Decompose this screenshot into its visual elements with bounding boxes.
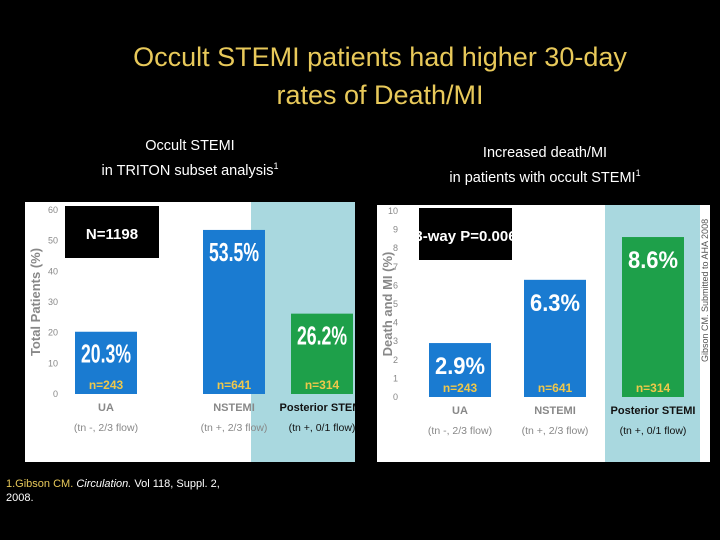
bar-value-label: 8.6% <box>628 247 678 274</box>
category-label: Posterior STEMI <box>611 405 696 417</box>
y-tick-label: 30 <box>48 297 58 307</box>
bar-n-label: n=243 <box>89 378 124 392</box>
left-subtitle-line1: Occult STEMI <box>145 138 235 154</box>
category-label: UA <box>98 402 114 414</box>
left-bar-chart: Total Patients (%) 0 10 20 30 40 50 60 20.3% n=24… <box>28 202 355 462</box>
right-bar-chart: Death and MI (%) 0 1 2 3 4 5 6 7 8 9 10 2.9%n=243 UA (… <box>380 205 700 462</box>
y-axis-label: Total Patients (%) <box>28 248 43 356</box>
y-tick-label: 10 <box>48 358 58 368</box>
bar-value-label: 2.9% <box>435 353 485 380</box>
y-tick-label: 3 <box>393 336 398 346</box>
y-tick-label: 0 <box>53 389 58 399</box>
right-subtitle-line2: in patients with occult STEMI <box>449 169 636 186</box>
bar <box>203 229 265 394</box>
footnote-details: Vol 118, Suppl. 2, 2008. <box>6 478 220 504</box>
category-sublabel: (tn +, 0/1 flow) <box>620 425 687 437</box>
category-sublabel: (tn -, 2/3 flow) <box>428 425 492 437</box>
category-label: UA <box>452 405 468 417</box>
side-submission-note: Gibson CM. Submitted to AHA 2008 <box>700 218 710 362</box>
right-chart-panel: Death and MI (%) 0 1 2 3 4 5 6 7 8 9 10 2.9% n=243 UA (… <box>377 205 710 462</box>
category-sublabel: (tn +, 0/1 flow) <box>289 422 355 434</box>
category-label: NSTEMI <box>213 402 255 414</box>
bar-n-label: n=243 <box>443 381 478 395</box>
y-tick-label: 6 <box>393 280 398 290</box>
slide-title-line2: rates of Death/MI <box>276 80 484 110</box>
category-label: Posterior STEMI <box>280 402 355 414</box>
left-subtitle-footnote-ref: 1 <box>273 161 279 171</box>
y-tick-label: 5 <box>393 299 398 309</box>
slide-title: Occult STEMI patients had higher 30-day … <box>40 38 720 114</box>
footnote-author: 1.Gibson CM. <box>6 478 74 490</box>
y-tick-label: 2 <box>393 355 398 365</box>
annotation-box <box>65 206 159 258</box>
bar-value-label: 53.5% <box>209 237 259 267</box>
y-tick-label: 9 <box>393 225 398 235</box>
y-tick-label: 20 <box>48 328 58 338</box>
bar <box>429 343 491 397</box>
bar-value-label: 26.2% <box>297 321 347 351</box>
left-chart-subtitle: Occult STEMI in TRITON subset analysis1 <box>40 136 340 181</box>
y-tick-label: 60 <box>48 205 58 215</box>
bar-n-label: n=314 <box>636 381 671 395</box>
bar-n-label: n=641 <box>217 378 252 392</box>
y-tick-label: 7 <box>393 262 398 272</box>
bar-n-label: n=641 <box>538 381 573 395</box>
right-subtitle-line1: Increased death/MI <box>482 145 608 161</box>
annotation-box-label: N=1198 <box>86 226 138 243</box>
category-sublabel: (tn +, 2/3 flow) <box>522 425 589 437</box>
bar-value-label: 20.3% <box>81 339 131 369</box>
bar <box>622 237 684 397</box>
bar-n-label: n=314 <box>305 378 340 392</box>
left-chart-panel: Total Patients (%) 0 10 20 30 40 50 60 20.3% n=24… <box>25 202 355 462</box>
y-tick-label: 50 <box>48 236 58 246</box>
footnote-journal: Circulation. <box>76 478 132 490</box>
right-subtitle-footnote-ref: 1 <box>635 168 641 178</box>
citation-footnote: 1.Gibson CM. Circulation. Vol 118, Suppl… <box>6 477 246 505</box>
left-subtitle-line2: in TRITON subset analysis <box>101 162 274 179</box>
y-tick-label: 8 <box>393 243 398 253</box>
annotation-box <box>419 208 512 260</box>
y-tick-label: 4 <box>393 318 398 328</box>
category-sublabel: (tn -, 2/3 flow) <box>74 422 138 434</box>
right-chart-subtitle: Increased death/MI in patients with occu… <box>395 143 695 188</box>
slide-title-line1: Occult STEMI patients had higher 30-day <box>133 42 627 72</box>
y-tick-label: 1 <box>393 373 398 383</box>
y-tick-label: 10 <box>388 206 398 216</box>
category-label: NSTEMI <box>534 405 576 417</box>
bar-value-label: 6.3% <box>530 290 580 317</box>
y-tick-label: 0 <box>393 392 398 402</box>
bar <box>524 279 586 397</box>
bar <box>291 313 353 394</box>
annotation-box-label: 3-way P=0.006 <box>414 228 516 245</box>
bar <box>75 331 137 394</box>
y-axis-label: Death and MI (%) <box>380 252 395 357</box>
category-sublabel: (tn +, 2/3 flow) <box>201 422 268 434</box>
y-tick-label: 40 <box>48 266 58 276</box>
